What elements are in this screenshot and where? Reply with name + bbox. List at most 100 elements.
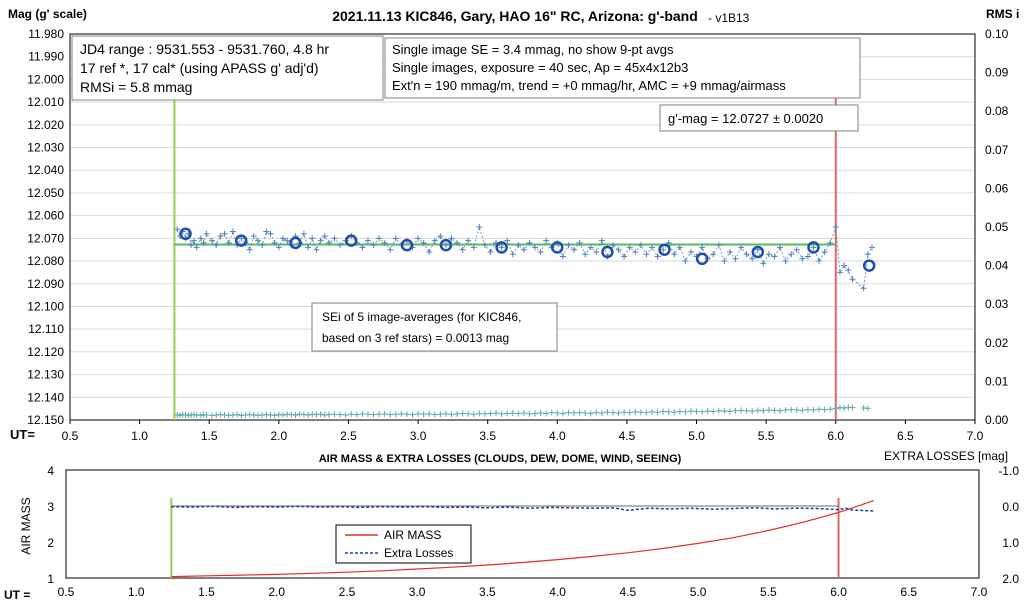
y-tick-label: 12.050 [27,186,64,200]
single-image-point [225,239,232,246]
single-image-point [749,255,756,262]
single-image-point [821,248,828,255]
rms-point [576,409,583,416]
rms-point [660,408,667,415]
single-image-point [799,255,806,262]
y2-tick-label: 0.05 [985,220,1009,234]
rms-point [571,410,578,417]
rms-point [699,408,706,415]
annotation-box-sei: SEi of 5 image-averages (for KIC846, bas… [311,302,558,352]
single-image-point [543,237,550,244]
single-image-point [381,239,388,246]
rms-point [370,411,377,418]
single-image-point [229,228,236,235]
rms-point [864,405,871,412]
rms-point [509,410,516,417]
rms-point [532,410,539,417]
single-image-point [660,246,667,253]
single-image-point [860,285,867,292]
bottom-y2-tick-labels: -1.0 0.0 1.0 2.0 [998,464,1019,586]
annotation-box-image-stats: Single image SE = 3.4 mmag, no show 9-pt… [384,37,861,99]
rms-point [520,410,527,417]
rms-point [197,412,204,419]
y2-tick-label: 0.02 [985,336,1009,350]
x-tick-label: 0.5 [58,585,75,599]
single-image-point [526,239,533,246]
single-image-point [509,251,516,258]
bottom-legend: AIR MASS Extra Losses [335,524,472,564]
x-tick-label: 7.0 [967,429,984,443]
average-point [400,238,414,252]
rms-point [743,407,750,414]
x-tick-label: 6.0 [830,585,847,599]
rms-point [754,407,761,414]
top-average-points [179,227,876,272]
average-point [179,227,192,241]
rms-point [749,408,756,415]
single-image-point [559,253,566,260]
single-image-point [217,233,224,240]
annotation-line: based on 3 ref stars) = 0.0013 mag [322,331,509,345]
rms-point [554,410,561,417]
single-image-point [643,251,650,258]
rms-point [515,410,522,417]
legend-entry-extra-losses: Extra Losses [384,546,453,560]
x-tick-label: 3.0 [410,429,427,443]
single-image-point [832,224,839,230]
single-image-point [732,255,739,262]
single-image-point [804,253,811,260]
single-image-point [836,269,843,276]
average-point [344,234,358,247]
single-image-point [487,248,494,255]
rms-point [804,406,811,413]
single-image-point [309,235,316,242]
single-image-line [176,225,873,290]
y-tick-label: 11.990 [28,50,64,64]
rms-point [481,410,488,417]
rms-point [448,411,455,418]
single-image-point [300,230,307,237]
top-rms-points [174,404,871,419]
y-tick-label: 12.070 [27,231,64,245]
rms-point [409,411,416,418]
rms-point [827,406,834,413]
single-image-point [284,237,291,244]
bottom-x-tick-labels: 0.5 1.0 1.5 2.0 2.5 3.0 3.5 4.0 4.5 5.0 5.5 6.0 6.5 7… [58,585,988,599]
rms-point [726,408,733,415]
top-chart-title: 2021.11.13 KIC846, Gary, HAO 16" RC, Ari… [332,8,698,24]
x-tick-label: 4.5 [619,429,636,443]
average-point [862,259,876,272]
rms-point [771,407,778,414]
single-image-point [470,244,477,251]
annotation-line: Single images, exposure = 40 sec, Ap = 4… [392,60,688,75]
rms-point [465,410,472,417]
average-point [751,245,765,259]
annotation-line: JD4 range : 9531.553 - 9531.760, 4.8 hr [80,41,329,57]
rms-point [615,410,622,417]
single-image-point [565,242,572,249]
legend-entry-air-mass: AIR MASS [384,528,441,542]
single-image-point [637,242,644,249]
rms-point [693,408,700,415]
single-image-point [275,244,282,251]
single-image-point [200,239,207,246]
rms-point [498,410,505,417]
x-tick-label: 1.0 [131,429,148,443]
single-image-point [864,251,871,258]
rms-point [637,409,644,416]
single-image-point [721,258,728,265]
single-image-point [576,239,583,246]
rms-point [292,411,299,418]
rms-point [548,409,555,416]
rms-point [437,411,444,418]
rms-point [493,410,500,417]
y2-tick-label: 1.0 [1002,536,1019,550]
rms-point [504,410,511,417]
top-vertical-markers [173,98,837,420]
single-image-point [671,251,678,258]
single-image-point [816,258,823,265]
x-tick-label: 5.0 [690,585,707,599]
y2-tick-label: -1.0 [998,464,1019,478]
single-image-point [337,242,344,249]
